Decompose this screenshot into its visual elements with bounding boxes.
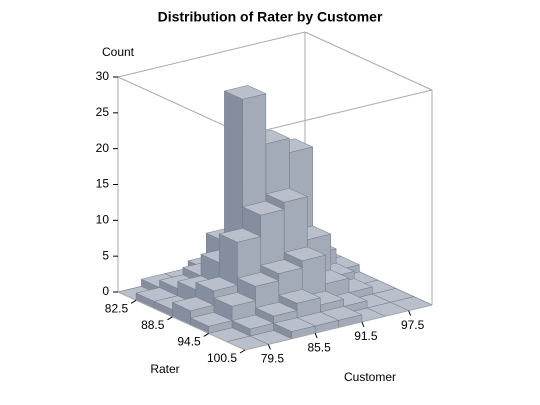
box-edge	[117, 291, 246, 351]
box-edge	[117, 76, 246, 136]
z-tick-label: 0	[102, 284, 109, 298]
rater-tick	[239, 349, 246, 354]
rater-axis-label: Rater	[150, 362, 179, 376]
bar-top-face	[213, 292, 257, 307]
bar-top-face	[218, 228, 262, 243]
z-tick-label: 25	[96, 105, 110, 119]
z-tick-label: 20	[96, 141, 110, 155]
bar-top-face	[241, 200, 285, 216]
customer-tick	[361, 321, 365, 328]
customer-tick	[314, 332, 318, 339]
box-edge	[117, 31, 306, 78]
box-edge	[304, 31, 433, 91]
rater-tick	[203, 332, 209, 337]
rater-tick-label: 82.5	[105, 301, 129, 315]
z-axis-label: Count	[102, 45, 135, 59]
z-tick-label: 15	[96, 177, 110, 191]
bar-top-face	[254, 301, 298, 317]
z-tick-label: 30	[96, 69, 110, 83]
rater-tick-label: 94.5	[177, 335, 201, 349]
bar-top-face	[265, 188, 309, 203]
bar-top-face	[259, 259, 303, 274]
bar	[272, 317, 316, 340]
bar-top-face	[283, 246, 327, 262]
customer-tick	[267, 344, 271, 350]
bar-top-face	[272, 317, 316, 332]
bar-top-face	[278, 289, 322, 304]
z-tick-label: 5	[102, 248, 109, 262]
box-edge	[244, 89, 433, 136]
customer-tick-label: 79.5	[261, 352, 285, 366]
rater-tick-label: 100.5	[207, 351, 237, 365]
customer-tick	[408, 310, 412, 316]
rater-tick	[167, 316, 173, 321]
rater-tick	[130, 299, 137, 304]
z-tick-label: 10	[96, 213, 110, 227]
customer-tick-label: 85.5	[307, 340, 331, 354]
bar-top-face	[236, 272, 280, 287]
chart-title: Distribution of Rater by Customer	[158, 9, 383, 25]
customer-tick-label: 91.5	[354, 329, 378, 343]
bar-top-face	[223, 85, 267, 100]
box-edge	[244, 304, 433, 351]
customer-axis-label: Customer	[344, 370, 396, 384]
customer-tick-label: 97.5	[401, 318, 425, 332]
rater-tick-label: 88.5	[141, 318, 165, 332]
